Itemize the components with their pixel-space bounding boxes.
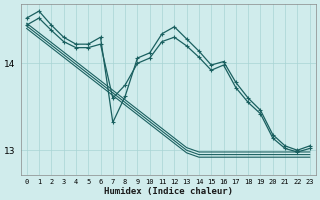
X-axis label: Humidex (Indice chaleur): Humidex (Indice chaleur) (104, 187, 233, 196)
